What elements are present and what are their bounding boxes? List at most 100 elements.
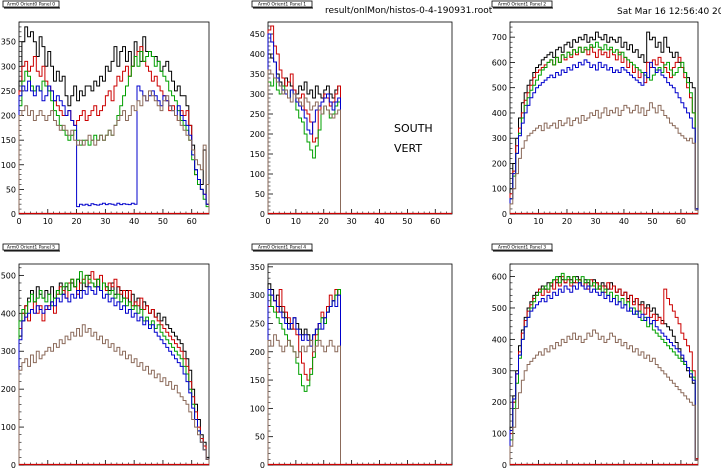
y-tick-label: 100 [492,185,507,194]
y-tick-label: 350 [1,38,16,47]
x-tick-label: 30 [347,217,357,226]
y-tick-label: 300 [1,62,16,71]
x-tick-label: 20 [319,217,329,226]
panel-title: Arm0 Orient1 Panel 5 [7,245,55,251]
y-tick-label: 200 [492,159,507,168]
y-tick-label: 250 [1,87,16,96]
y-tick-label: 0 [11,461,16,469]
x-tick-label: 10 [291,217,301,226]
y-tick-label: 450 [250,30,265,39]
y-tick-label: 200 [1,385,16,394]
x-tick-label: 50 [402,217,412,226]
panel-2: Arm0 Orient1 Panel 201002003004005006007… [491,0,699,226]
series-line-c2 [267,25,341,214]
series-line-c3 [509,272,699,465]
panel-title-box [2,243,60,251]
y-tick-label: 400 [1,309,16,318]
series-line-c3 [267,289,341,465]
y-tick-label: 100 [1,423,16,432]
panel-title-box [491,243,553,251]
series-line-c3 [509,41,699,214]
y-tick-label: 350 [250,263,265,272]
series-line-c4 [267,289,341,465]
x-tick-label: 20 [71,217,81,226]
y-tick-label: 50 [6,185,16,194]
y-tick-label: 150 [1,136,16,145]
y-tick-label: 350 [250,70,265,79]
x-tick-label: 60 [430,217,440,226]
x-tick-label: 20 [562,217,572,226]
panel-5: Arm0 Orient1 Panel 301002003004005006000… [491,243,699,469]
y-tick-label: 400 [492,335,507,344]
y-tick-label: 400 [250,50,265,59]
y-tick-label: 200 [492,398,507,407]
series-line-c3 [18,271,210,465]
y-tick-label: 0 [502,210,507,219]
series-line-c1 [18,26,210,214]
panel-title: Arm0 Orient1 Panel 4 [258,245,306,251]
y-tick-label: 250 [250,110,265,119]
x-tick-label: 0 [265,217,270,226]
series-line-c1 [18,274,210,465]
panel-title-box [491,0,553,8]
panel-0: Arm0 Orient0 Panel 005010015020025030035… [1,0,210,226]
series-line-c2 [267,289,341,465]
y-tick-label: 300 [250,291,265,300]
y-tick-label: 500 [1,271,16,280]
y-tick-label: 150 [250,150,265,159]
y-tick-label: 300 [1,347,16,356]
series-line-c5 [18,90,210,214]
series-line-c4 [509,59,699,214]
y-tick-label: 0 [260,461,265,469]
panel-title: Arm0 Orient0 Panel 0 [7,2,55,8]
annotation-vert: VERT [394,142,422,155]
x-tick-label: 40 [619,217,629,226]
x-tick-label: 50 [158,217,168,226]
x-tick-label: 40 [374,217,384,226]
series-line-c1 [509,31,699,214]
x-tick-label: 50 [647,217,657,226]
panel-1: Arm0 Orient1 Panel 105010015020025030035… [250,0,453,226]
y-tick-label: 100 [250,404,265,413]
x-tick-label: 60 [187,217,197,226]
y-tick-label: 400 [492,109,507,118]
y-tick-label: 300 [250,90,265,99]
y-tick-label: 500 [492,84,507,93]
x-tick-label: 40 [129,217,139,226]
x-tick-label: 30 [100,217,110,226]
file-title: result/onlMon/histos-0-4-190931.root [325,6,493,16]
panel-title: Arm0 Orient1 Panel 1 [258,2,306,8]
y-tick-label: 100 [492,430,507,439]
panel-title-box [251,0,313,8]
series-line-c5 [267,69,341,214]
y-tick-label: 250 [250,319,265,328]
panel-title-box [2,0,60,8]
series-line-c4 [18,286,210,465]
y-tick-label: 600 [492,58,507,67]
series-line-c5 [509,102,699,214]
y-tick-label: 500 [492,304,507,313]
timestamp: Sat Mar 16 12:56:40 2006 [617,7,721,17]
y-tick-label: 700 [492,33,507,42]
panel-title: Arm0 Orient1 Panel 2 [498,2,546,8]
y-tick-label: 150 [250,376,265,385]
y-tick-label: 200 [250,348,265,357]
x-tick-label: 10 [533,217,543,226]
x-tick-label: 0 [16,217,21,226]
series-line-c4 [509,282,699,465]
y-tick-label: 200 [250,130,265,139]
panel-3: Arm0 Orient1 Panel 501002003004005000102… [1,243,210,469]
y-tick-label: 0 [11,210,16,219]
y-tick-label: 50 [255,433,265,442]
y-tick-label: 300 [492,367,507,376]
panel-4: Arm0 Orient1 Panel 4 0 50 100 150 200 250 300 35… [250,243,453,469]
y-tick-label: 200 [1,112,16,121]
panel-title: Arm0 Orient1 Panel 3 [498,245,546,251]
y-tick-label: 600 [492,273,507,282]
y-tick-label: 0 [260,210,265,219]
annotation-south: SOUTH [394,122,433,135]
series-line-c5 [267,334,341,465]
y-tick-label: 0 [502,461,507,469]
series-line-c5 [18,324,210,465]
